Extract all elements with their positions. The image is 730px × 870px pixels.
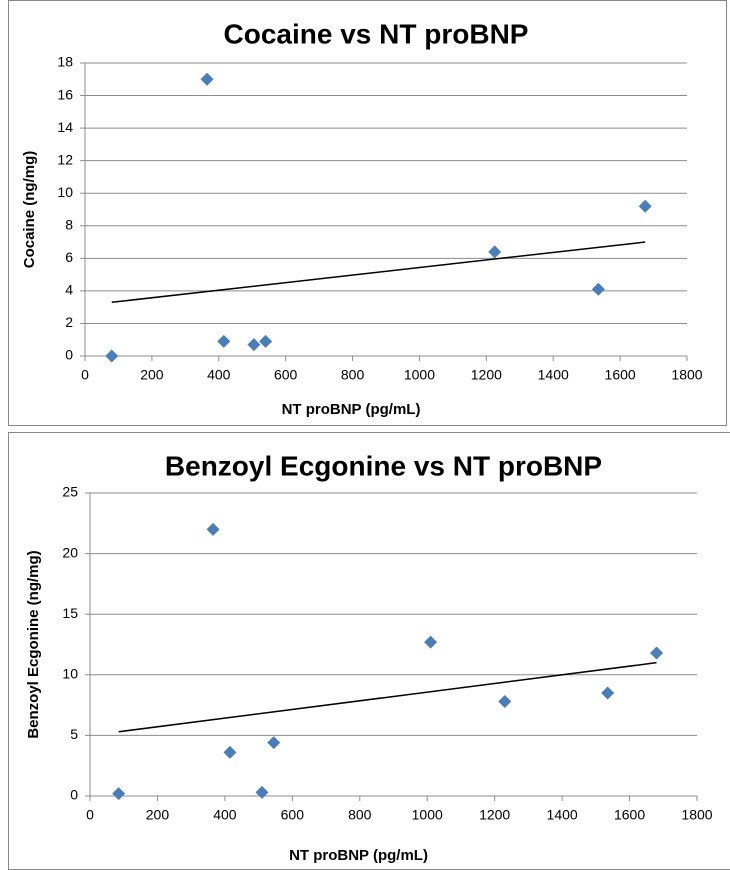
x-tick-label: 200 (140, 367, 164, 383)
point (498, 694, 512, 708)
y-tick-label: 14 (57, 119, 73, 135)
y-tick-label: 6 (65, 249, 73, 265)
point (259, 334, 273, 348)
y-tick-label: 18 (57, 54, 73, 70)
point (247, 338, 261, 352)
x-tick-label: 1200 (479, 807, 510, 823)
chart-title: Cocaine vs NT proBNP (224, 18, 529, 49)
y-tick-label: 8 (65, 216, 73, 232)
y-tick-label: 5 (70, 726, 78, 742)
y-tick-label: 25 (62, 484, 78, 500)
x-tick-label: 1800 (671, 367, 702, 383)
trendline (118, 661, 657, 733)
y-axis-title: Cocaine (ng/mg) (21, 151, 38, 269)
x-tick-label: 1000 (412, 807, 443, 823)
x-axis-title: NT proBNP (pg/mL) (289, 847, 428, 864)
y-tick-label: 0 (65, 347, 73, 363)
x-tick-label: 200 (146, 807, 170, 823)
point (200, 72, 214, 86)
point (223, 745, 237, 759)
y-tick-label: 2 (65, 314, 73, 330)
x-tick-label: 1600 (614, 807, 645, 823)
point (267, 736, 281, 750)
point (217, 334, 231, 348)
y-tick-label: 16 (57, 86, 73, 102)
y-tick-label: 10 (62, 666, 78, 682)
point (591, 282, 605, 296)
chart-frame (8, 432, 730, 870)
chart-title: Benzoyl Ecgonine vs NT proBNP (165, 450, 602, 481)
x-tick-label: 400 (213, 807, 237, 823)
point (650, 646, 664, 660)
x-tick-label: 0 (81, 367, 89, 383)
point (488, 245, 502, 259)
x-tick-label: 600 (274, 367, 298, 383)
x-tick-label: 400 (207, 367, 231, 383)
x-tick-label: 800 (341, 367, 365, 383)
x-tick-label: 1400 (547, 807, 578, 823)
y-tick-label: 10 (57, 184, 73, 200)
x-tick-label: 600 (281, 807, 305, 823)
y-tick-label: 15 (62, 605, 78, 621)
chart-frame (8, 0, 727, 426)
x-tick-label: 1600 (605, 367, 636, 383)
x-tick-label: 1200 (471, 367, 502, 383)
x-tick-label: 1400 (538, 367, 569, 383)
point (601, 686, 615, 700)
point (424, 635, 438, 649)
y-tick-label: 12 (57, 151, 73, 167)
point (255, 785, 269, 799)
x-axis-title: NT proBNP (pg/mL) (282, 401, 421, 418)
x-tick-label: 1000 (404, 367, 435, 383)
point (105, 349, 119, 363)
trendline (111, 241, 646, 304)
y-tick-label: 4 (65, 282, 73, 298)
point (638, 199, 652, 213)
y-axis-title: Benzoyl Ecgonine (ng/mg) (25, 550, 42, 738)
point (112, 787, 126, 801)
x-tick-label: 0 (86, 807, 94, 823)
x-tick-label: 1800 (681, 807, 712, 823)
x-tick-label: 800 (348, 807, 372, 823)
point (206, 522, 220, 536)
y-tick-label: 20 (62, 544, 78, 560)
y-tick-label: 0 (70, 787, 78, 803)
